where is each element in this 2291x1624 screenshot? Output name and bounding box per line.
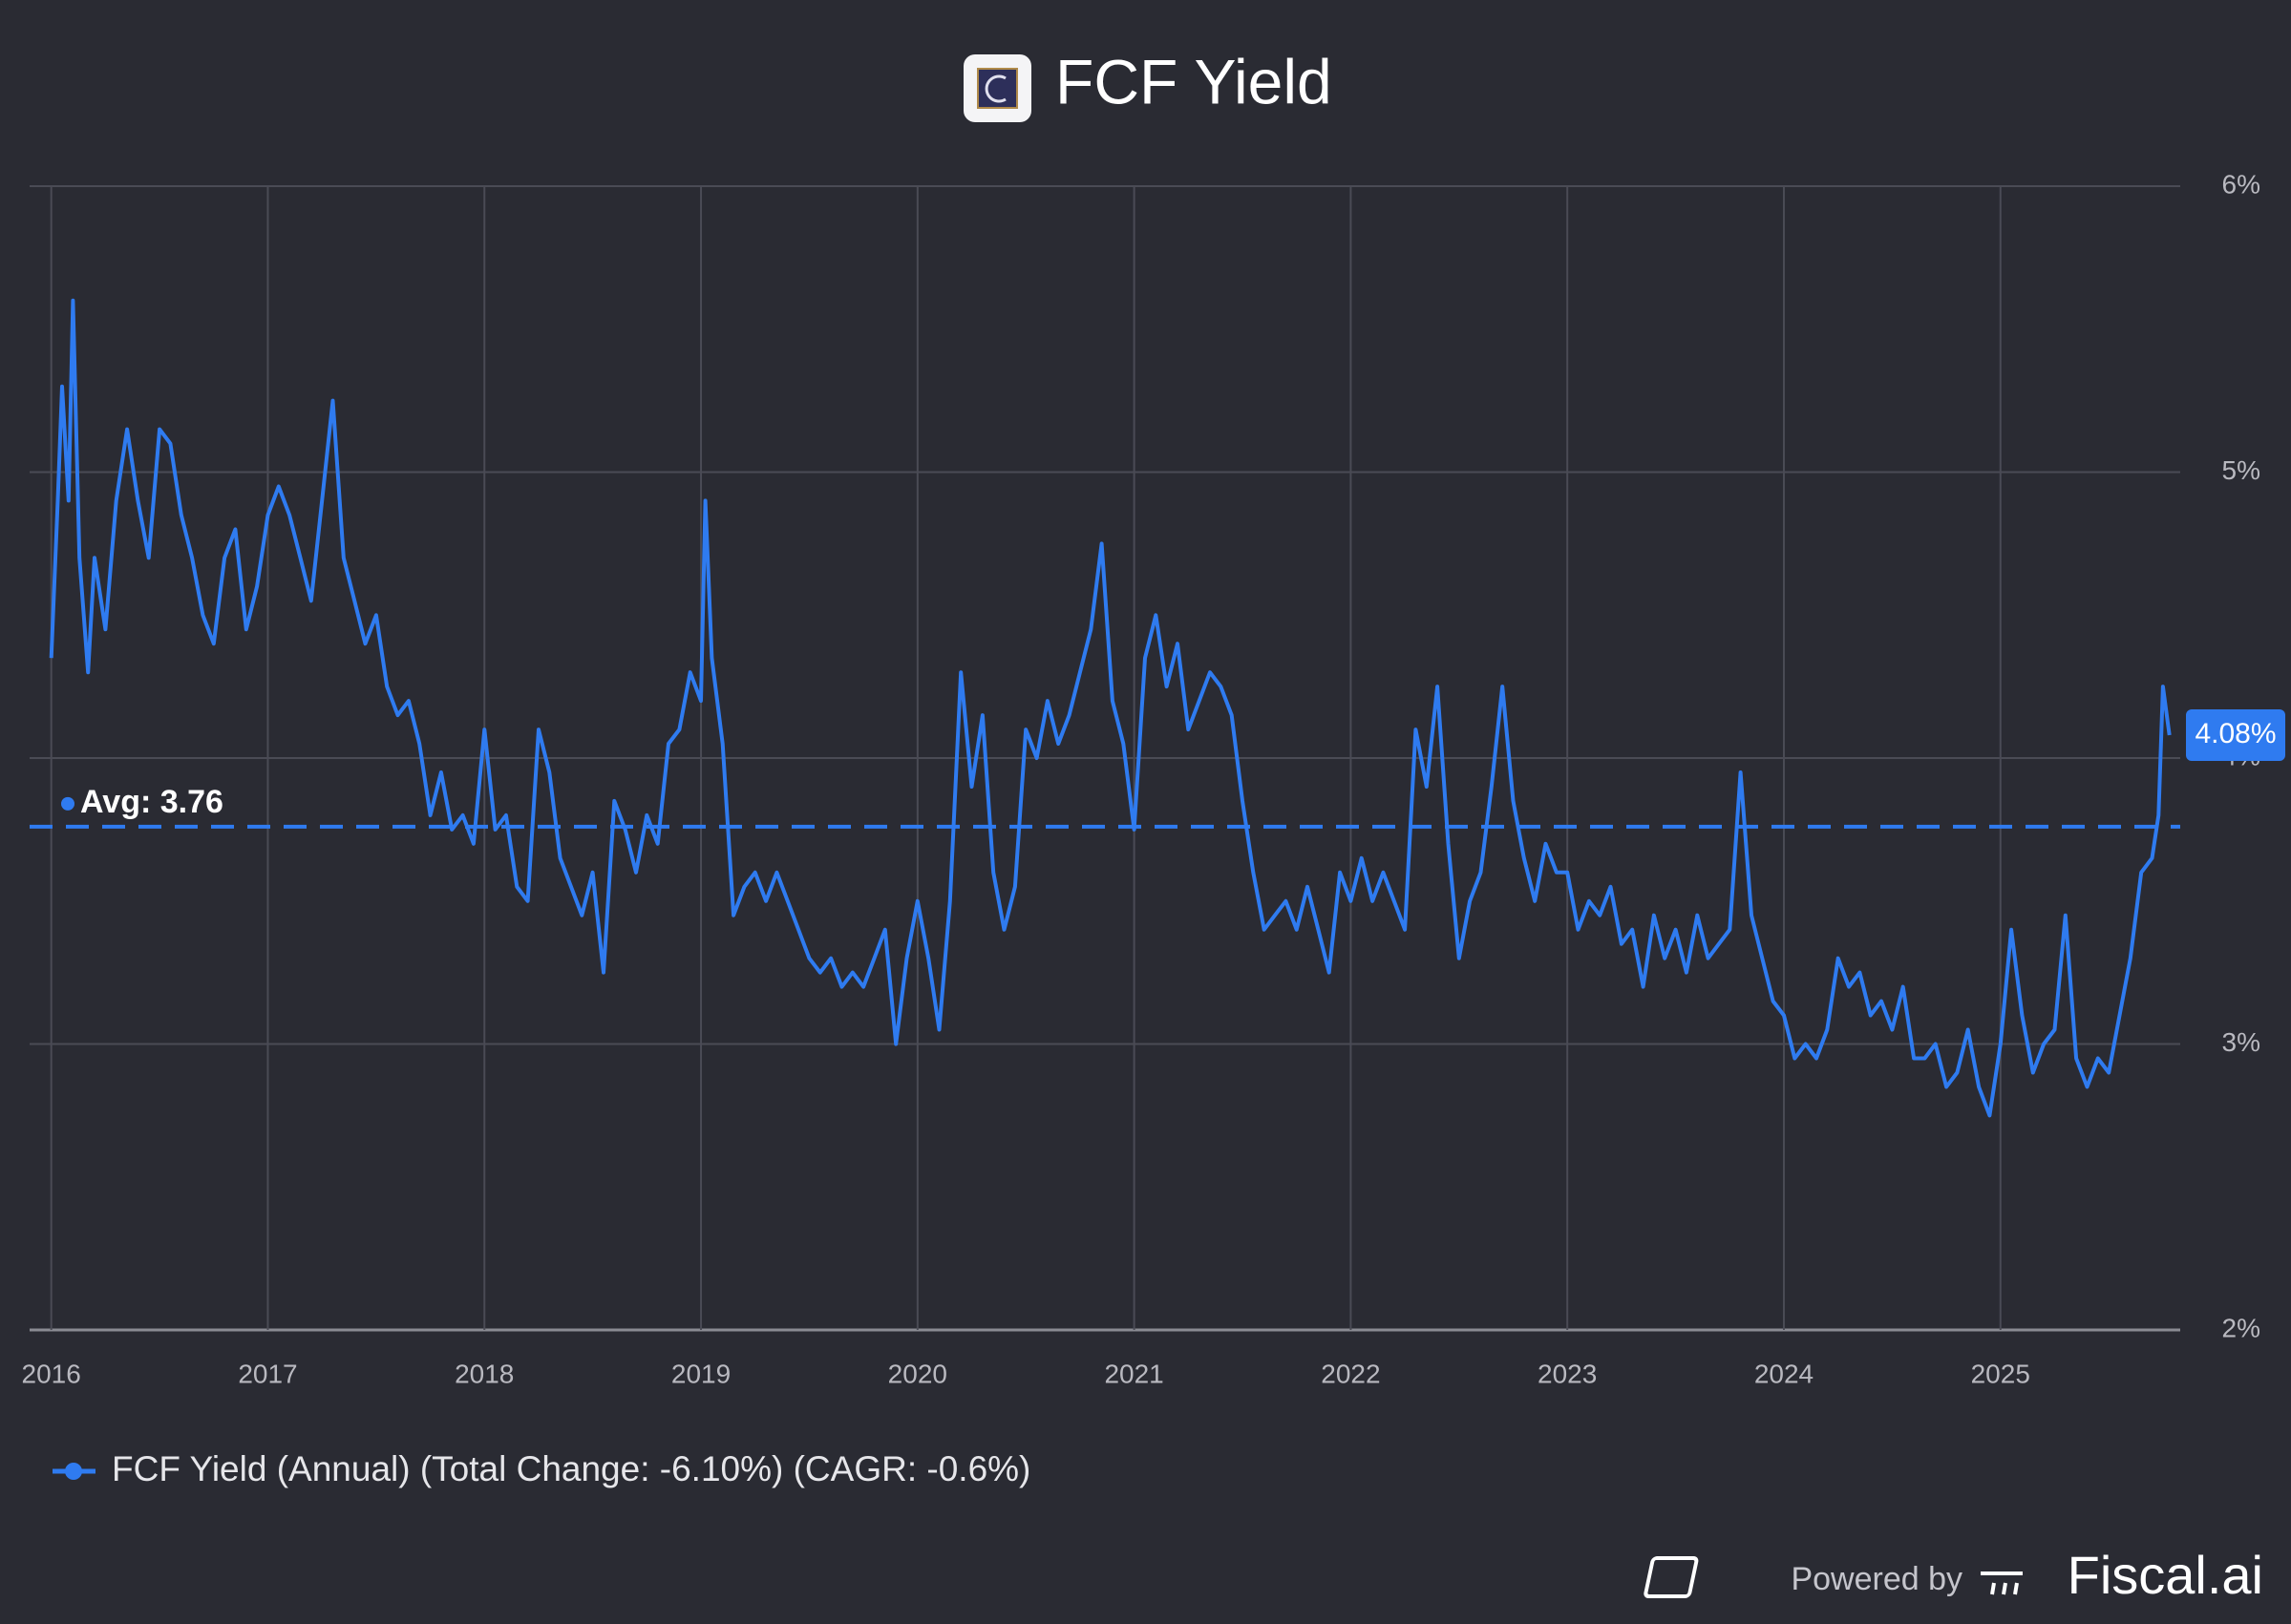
average-label: Avg: 3.76 (80, 784, 223, 820)
chart-title: FCF Yield (1055, 46, 1332, 116)
x-tick-label: 2020 (888, 1359, 947, 1388)
x-tick-label: 2016 (22, 1359, 81, 1388)
y-tick-label: 3% (2222, 1027, 2260, 1057)
x-tick-label: 2022 (1321, 1359, 1380, 1388)
footer-logo (1644, 1556, 2023, 1598)
legend-marker (65, 1463, 82, 1480)
average-dot (61, 796, 74, 811)
footer-brand: Fiscal.ai (2068, 1545, 2263, 1605)
series-line (49, 298, 2172, 1118)
x-tick-label: 2025 (1971, 1359, 2030, 1388)
y-tick-label: 2% (2222, 1313, 2260, 1342)
x-tick-label: 2024 (1754, 1359, 1814, 1388)
x-tick-label: 2021 (1104, 1359, 1163, 1388)
x-tick-label: 2018 (455, 1359, 514, 1388)
end-value-label: 4.08% (2195, 718, 2276, 749)
x-tick-label: 2017 (238, 1359, 297, 1388)
y-tick-label: 5% (2222, 455, 2260, 485)
end-value-badge (2186, 709, 2285, 762)
x-tick-label: 2019 (671, 1359, 731, 1388)
y-tick-label: 6% (2222, 169, 2260, 199)
legend-label: FCF Yield (Annual) (Total Change: -6.10%… (112, 1449, 1030, 1488)
x-tick-label: 2023 (1538, 1359, 1597, 1388)
footer-prefix: Powered by (1791, 1561, 1962, 1597)
title-icon (964, 54, 1031, 122)
